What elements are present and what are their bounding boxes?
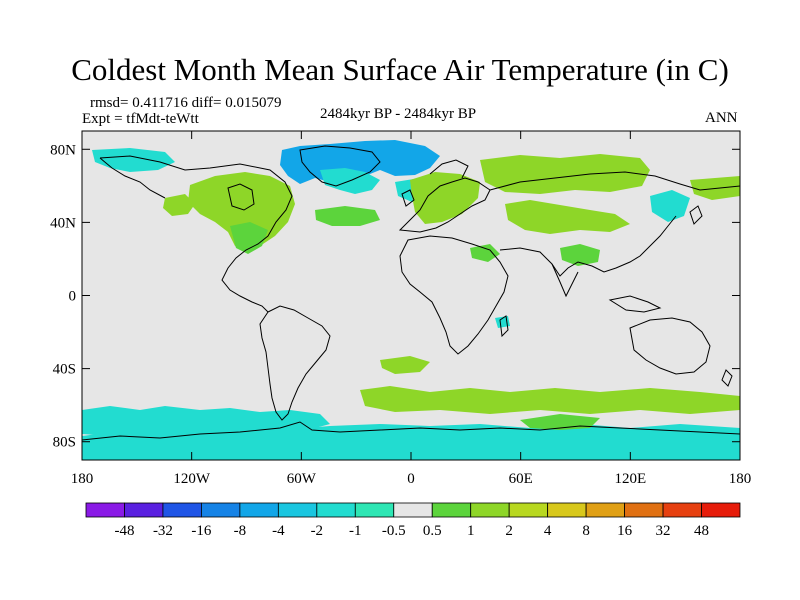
colorbar [85, 502, 741, 518]
colorbar-swatch-15 [662, 502, 702, 518]
colorbar-label-8: 0.5 [423, 523, 442, 539]
colorbar-labels: -48 -32 -16 -8 -4 -2 -1 -0.5 0.5 1 2 4 8 16 32 48 [114, 523, 709, 539]
colorbar-label-15: 48 [694, 523, 709, 539]
colorbar-swatch-10 [470, 502, 510, 518]
colorbar-swatch-7 [354, 502, 395, 518]
anomaly-patch-alaska [163, 194, 195, 216]
colorbar-label-12: 8 [582, 523, 590, 539]
colorbar-swatch-6 [316, 502, 356, 518]
anomaly-patch-north-america [188, 172, 295, 252]
coast-japan [689, 205, 703, 225]
lon-label-6: 180 [729, 471, 752, 487]
coast-alaska [99, 157, 166, 199]
colorbar-label-6: -1 [349, 523, 362, 539]
colorbar-label-5: -2 [311, 523, 324, 539]
season-label: ANN [705, 110, 738, 126]
latitude-labels: 80N 40N 0 40S 80S [50, 142, 76, 450]
stats-text: rmsd= 0.411716 diff= 0.015079 [90, 95, 282, 111]
anomaly-patch-europe [410, 172, 480, 224]
anomaly-patch-bering [92, 148, 175, 172]
coast-greenland [299, 145, 381, 187]
colorbar-label-4: -4 [272, 523, 285, 539]
map-title: Coldest Month Mean Surface Air Temperatu… [71, 52, 729, 87]
coast-antarctica [82, 421, 740, 441]
colorbar-swatch-5 [277, 502, 318, 518]
coast-north-america [99, 155, 293, 313]
anomaly-patch-siberia [480, 154, 650, 194]
coast-new-zealand [721, 369, 733, 387]
coast-uk [401, 189, 415, 207]
lon-label-1: 120W [173, 471, 211, 487]
anomaly-patch-east-asia [650, 190, 690, 222]
lon-label-2: 60W [287, 471, 317, 487]
colorbar-label-1: -32 [153, 523, 173, 539]
colorbar-label-14: 32 [656, 523, 671, 539]
anomaly-patch-north-atlantic [315, 206, 380, 226]
colorbar-label-0: -48 [114, 523, 134, 539]
experiment-label: Expt = tfMdt-teWtt [82, 111, 199, 127]
lon-label-0: 180 [71, 471, 94, 487]
colorbar-swatch-0 [85, 502, 125, 518]
colorbar-swatch-13 [585, 502, 625, 518]
colorbar-swatch-16 [701, 502, 741, 518]
lon-label-4: 60E [509, 471, 533, 487]
anomaly-patch-east-us [230, 222, 268, 254]
lat-label-1: 40N [50, 215, 76, 231]
colorbar-label-10: 2 [505, 523, 513, 539]
colorbar-swatch-11 [508, 502, 549, 518]
lat-label-4: 80S [53, 435, 76, 451]
coastlines [82, 145, 740, 441]
coast-europe [398, 177, 491, 233]
colorbar-swatch-8 [393, 502, 433, 518]
colorbar-swatch-14 [624, 502, 664, 518]
lon-label-3: 0 [407, 471, 415, 487]
coast-scandinavia [429, 159, 469, 179]
anomaly-field [82, 140, 740, 460]
lat-label-3: 40S [53, 362, 76, 378]
anomaly-patch-central-asia [505, 200, 630, 234]
coast-madagascar [499, 315, 509, 338]
anomaly-patch-arctic [280, 140, 440, 184]
colorbar-label-3: -8 [234, 523, 247, 539]
colorbar-label-7: -0.5 [382, 523, 406, 539]
colorbar-swatch-2 [162, 502, 202, 518]
lat-label-2: 0 [69, 289, 77, 305]
colorbar-label-9: 1 [467, 523, 475, 539]
longitude-labels: 180 120W 60W 0 60E 120E 180 [71, 471, 752, 487]
anomaly-patch-africa [470, 244, 500, 262]
coast-india [551, 263, 579, 298]
colorbar-label-11: 4 [544, 523, 552, 539]
lat-label-0: 80N [50, 142, 76, 158]
colorbar-swatch-3 [201, 502, 241, 518]
coast-indonesia [608, 295, 662, 313]
anomaly-patch-south-atlantic [360, 386, 740, 414]
coast-south-america [259, 305, 331, 421]
coast-south-asia [499, 215, 677, 277]
coast-australia [629, 317, 711, 375]
colorbar-label-2: -16 [191, 523, 211, 539]
colorbar-swatch-1 [124, 502, 164, 518]
period-label: 2484kyr BP - 2484kyr BP [320, 106, 477, 122]
axis-ticks [81, 131, 741, 460]
colorbar-swatch-9 [431, 502, 472, 518]
colorbar-swatch-4 [239, 502, 279, 518]
colorbar-swatch-12 [547, 502, 587, 518]
lon-label-5: 120E [614, 471, 646, 487]
coast-asia [489, 171, 740, 191]
anomaly-patch-antarctic [82, 424, 740, 460]
anomaly-patch-south-indian [380, 356, 430, 374]
anomaly-patch-tibet [560, 244, 600, 266]
coast-hudson-bay [227, 183, 255, 211]
colorbar-label-13: 16 [617, 523, 633, 539]
coast-africa [399, 235, 509, 355]
